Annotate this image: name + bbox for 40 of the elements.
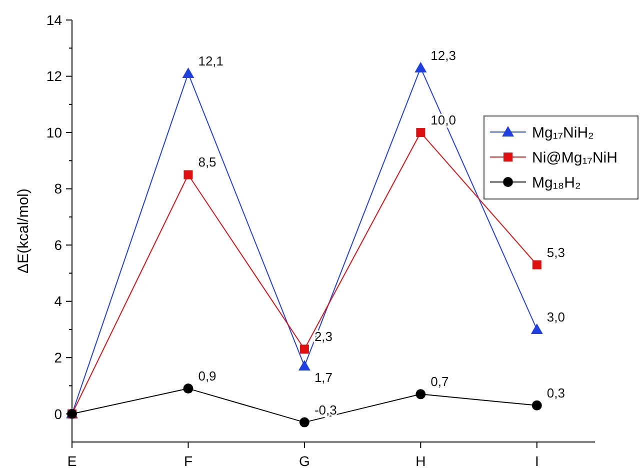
data-label: 1,7: [314, 370, 333, 386]
point: [184, 170, 193, 180]
point: [298, 360, 310, 371]
x-tick-label: H: [416, 453, 426, 468]
data-label: 12,3: [430, 48, 456, 63]
data-label: 0,3: [546, 385, 565, 400]
y-tick-label: 12: [46, 68, 62, 84]
data-label: 0,7: [430, 374, 449, 390]
data-label: 8,5: [198, 154, 216, 170]
point: [532, 400, 542, 410]
x-tick-label: I: [534, 453, 539, 468]
data-label: 12,1: [198, 53, 224, 68]
y-axis-title: ΔE(kcal/mol): [15, 188, 32, 274]
point: [530, 323, 543, 334]
legend-label: Mg₁₇NiH₂: [532, 124, 594, 142]
x-tick-label: F: [184, 453, 193, 468]
y-tick-label: 6: [54, 236, 62, 253]
x-tick-label: G: [299, 453, 310, 468]
y-tick-label: 10: [46, 124, 62, 140]
point: [300, 344, 309, 354]
data-label: 3,0: [546, 309, 565, 324]
point: [532, 260, 542, 270]
point: [416, 128, 426, 138]
y-tick-label: 2: [54, 350, 62, 366]
x-tick-label: E: [67, 453, 77, 468]
point: [182, 67, 194, 78]
data-label: -0,3: [314, 402, 337, 418]
point: [183, 384, 194, 394]
data-label: 5,3: [546, 244, 565, 260]
y-tick-label: 14: [46, 12, 62, 28]
y-tick-label: 8: [54, 180, 62, 197]
point: [416, 389, 426, 400]
legend-label: Ni@Mg₁₇NiH: [532, 149, 618, 166]
y-tick-label: 4: [54, 293, 62, 310]
point: [414, 62, 427, 72]
data-label: 0,9: [198, 368, 216, 384]
legend-label: Mg₁₈H₂: [532, 174, 581, 192]
y-tick-label: 0: [54, 406, 62, 422]
data-label: 2,3: [314, 329, 333, 344]
point: [299, 417, 310, 428]
